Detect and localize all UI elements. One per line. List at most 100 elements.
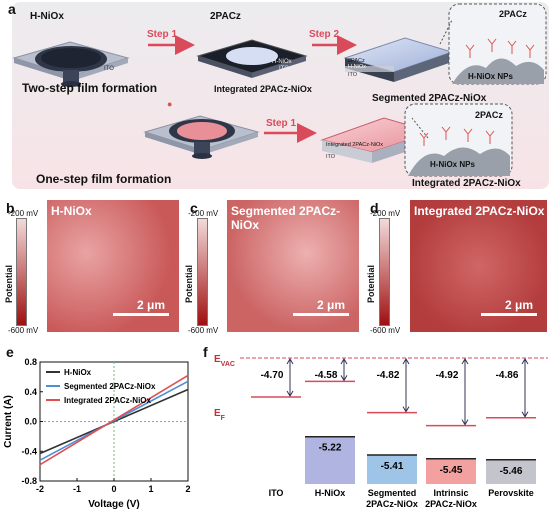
colorbar-c-top: -200 mV: [188, 209, 219, 218]
vbm-value-0: -5.22: [319, 443, 342, 454]
category-label-3: Intrinsic 2PACz-NiOx: [425, 488, 477, 509]
colorbar-c-bottom: -600 mV: [188, 326, 219, 335]
wf-value-1: -4.58: [315, 370, 338, 381]
label-2pacz-zoom1: 2PACz: [499, 9, 527, 19]
label-integrated-bottom: Integrated 2PACz-NiOx: [412, 178, 521, 189]
label-integrated-layer: Integrated 2PACz-NiOx: [326, 142, 383, 148]
substrate-h-niox-spin: [12, 41, 130, 87]
wf-value-2: -4.82: [377, 370, 400, 381]
colorbar-b: [16, 218, 27, 326]
label-2pacz-zoom2: 2PACz: [475, 110, 503, 120]
label-ito-1: ITO: [104, 66, 114, 72]
wf-arrow-head-bot-1: [340, 375, 348, 382]
wf-arrow-head-top-3: [461, 358, 469, 365]
label-nps-2: H-NiOx NPs: [430, 160, 475, 169]
label-ito-4: ITO: [326, 154, 336, 160]
colorbar-c-label: Potential: [184, 264, 194, 303]
vbm-value-2: -5.45: [440, 465, 463, 476]
label-h-niox-layer: H-NiOx: [272, 59, 292, 65]
label-h-niox-layer-2: H-NiOx: [348, 64, 366, 70]
iv-series-line-2: [39, 374, 189, 466]
category-label-2: Segmented 2PACz-NiOx: [366, 488, 418, 509]
label-ito-2: ITO: [279, 66, 289, 72]
colorbar-b-top: -200 mV: [8, 209, 39, 218]
map-title-d: Integrated 2PACz-NiOx: [414, 204, 545, 218]
category-label-4: Perovskite: [488, 488, 534, 498]
colorbar-d-top: -200 mV: [370, 209, 401, 218]
label-one-step: One-step film formation: [36, 172, 171, 186]
panel-label-a: a: [8, 1, 16, 17]
evac-label: EVAC: [214, 354, 235, 368]
label-2pacz-top: 2PACz: [210, 11, 241, 22]
colorbar-c: [197, 218, 208, 326]
iv-ylabel: Current (A): [3, 395, 14, 448]
panel-label-d: d: [370, 200, 379, 216]
vbm-bar-2: [426, 458, 476, 484]
iv-legend-label-0: H-NiOx: [64, 368, 92, 377]
ef-label: EF: [214, 408, 226, 422]
scale-bar-c: [293, 313, 349, 316]
segmented-film: [343, 37, 454, 82]
iv-ytick-label: 0.4: [24, 387, 37, 397]
vbm-bar-3: [486, 459, 536, 484]
zoom-integrated: [404, 103, 513, 177]
iv-xtick-label: 1: [148, 484, 153, 494]
label-two-step: Two-step film formation: [22, 81, 157, 95]
zoom-segmented: [439, 3, 547, 85]
iv-xtick-label: -1: [73, 484, 81, 494]
iv-legend-label-2: Integrated 2PACz-NiOx: [64, 396, 152, 405]
kpfm-map-h-niox: H-NiOx 2 μm: [47, 200, 179, 332]
panel-label-e: e: [6, 344, 14, 360]
wf-arrow-head-bot-4: [521, 411, 529, 418]
wf-arrow-head-top-1: [340, 358, 348, 365]
panel-label-b: b: [6, 200, 15, 216]
colorbar-d-label: Potential: [366, 264, 376, 303]
iv-ytick-label: -0.4: [21, 446, 37, 456]
substrate-integrated-spin: [143, 115, 260, 159]
substrate-2pacz-spin: [196, 39, 308, 78]
iv-xlabel: Voltage (V): [88, 499, 139, 510]
kpfm-map-segmented: Segmented 2PACz-NiOx 2 μm: [227, 200, 359, 332]
wf-arrow-head-bot-2: [402, 406, 410, 413]
wf-value-0: -4.70: [261, 370, 284, 381]
vbm-bar-1: [367, 454, 417, 484]
vbm-bar-0: [305, 436, 355, 484]
label-step1-top: Step 1: [147, 29, 177, 40]
wf-arrow-head-bot-3: [461, 419, 469, 426]
iv-ytick-label: 0.0: [24, 417, 37, 427]
wf-arrow-head-top-4: [521, 358, 529, 365]
category-label-0: ITO: [269, 488, 284, 498]
category-label-1: H-NiOx: [315, 488, 346, 498]
wf-arrow-head-bot-0: [286, 390, 294, 397]
iv-xtick-label: 0: [111, 484, 116, 494]
vbm-value-3: -5.46: [500, 466, 523, 477]
kpfm-map-integrated: Integrated 2PACz-NiOx 2 μm: [410, 200, 547, 332]
iv-ytick-label: -0.8: [21, 476, 37, 486]
wf-value-3: -4.92: [436, 370, 459, 381]
iv-ytick-label: 0.8: [24, 357, 37, 367]
iv-legend-label-1: Segmented 2PACz-NiOx: [64, 382, 156, 391]
label-ito-3: ITO: [348, 72, 358, 78]
scale-text-b: 2 μm: [136, 298, 165, 312]
iv-chart: -2 -1 0 1 2 -0.8 -0.4 0.0 0.4 0.8 Voltage (V) Curre…: [3, 357, 191, 510]
colorbar-d-bottom: -600 mV: [370, 326, 401, 335]
label-segmented: Segmented 2PACz-NiOx: [372, 93, 487, 104]
colorbar-b-bottom: -600 mV: [8, 326, 39, 335]
scale-text-d: 2 μm: [504, 298, 533, 312]
scale-text-c: 2 μm: [316, 298, 345, 312]
energy-diagram: EVAC EF -4.70 -4.58 -4.82 -4.92 -4.86 -5.22 -5.4…: [214, 354, 548, 509]
colorbar-d: [379, 218, 390, 326]
wf-arrow-head-top-2: [402, 358, 410, 365]
panel-label-f: f: [203, 344, 208, 360]
panel-label-c: c: [190, 200, 198, 216]
vbm-value-1: -5.41: [381, 461, 404, 472]
label-2pacz-layer: 2PACz: [348, 58, 365, 64]
map-title-c: Segmented 2PACz-NiOx: [231, 204, 341, 232]
map-title-b: H-NiOx: [51, 204, 92, 218]
label-integrated-mid: Integrated 2PACz-NiOx: [214, 84, 312, 94]
droplet-icon: ●: [167, 99, 172, 109]
label-h-niox-top: H-NiOx: [30, 11, 64, 22]
colorbar-b-label: Potential: [4, 264, 14, 303]
film-formation-schematic: a H-NiOx ITO Step 1 2PACz H-NiOx ITO Ste…: [8, 1, 549, 189]
label-nps-1: H-NiOx NPs: [468, 72, 513, 81]
